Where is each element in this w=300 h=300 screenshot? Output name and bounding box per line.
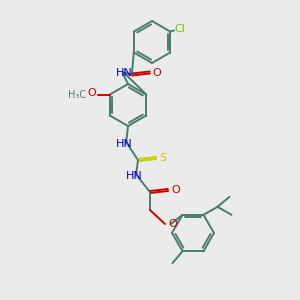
Text: O: O [153,68,162,77]
Text: O: O [168,219,177,229]
Text: H₃C: H₃C [68,89,86,100]
Text: Cl: Cl [174,25,185,34]
Text: S: S [159,153,166,163]
Text: HN: HN [126,171,143,181]
Text: O: O [87,88,96,98]
Text: HN: HN [116,139,133,149]
Text: HN: HN [116,68,133,77]
Text: O: O [171,185,180,195]
